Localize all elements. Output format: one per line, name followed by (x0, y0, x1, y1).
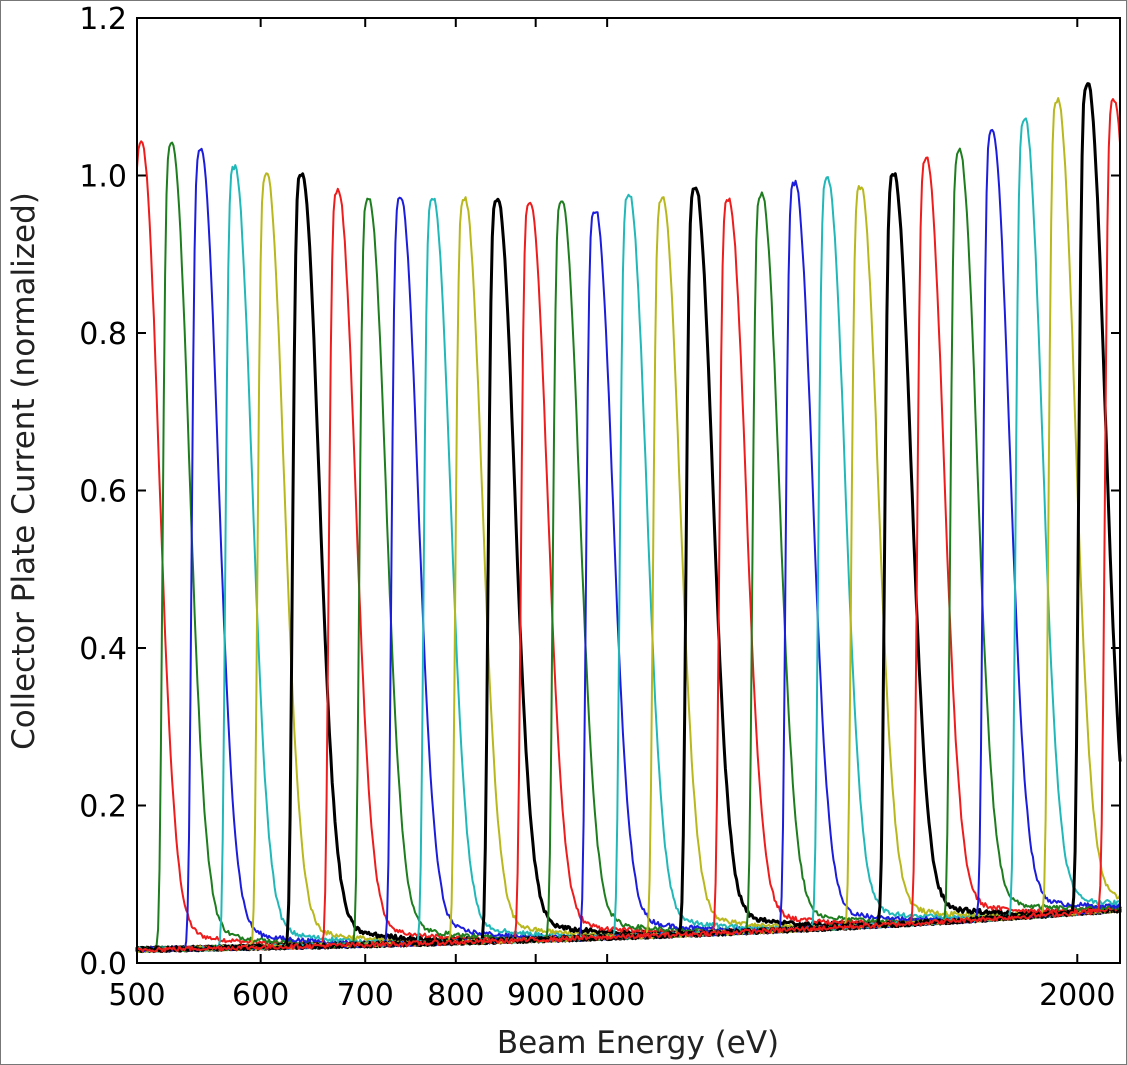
y-tick-label: 0.2 (79, 790, 127, 825)
x-axis-label: Beam Energy (eV) (497, 1025, 779, 1061)
series-line-23 (136, 185, 1121, 953)
series-line-4 (136, 164, 1121, 953)
series-line-31 (136, 98, 1121, 953)
x-tick-label: 1000 (569, 978, 645, 1013)
series-line-17 (136, 196, 1121, 953)
y-tick-label: 0.8 (79, 317, 127, 352)
series-line-26 (136, 147, 1121, 953)
tick-label-layer: 500 600 700 800 900 1000 2000 0.0 0.2 0.4 0.6 0.8 1.… (79, 2, 1115, 1013)
series-line-22 (136, 176, 1121, 953)
x-tick-label: 800 (427, 978, 484, 1013)
x-tick-label: 600 (232, 978, 289, 1013)
x-tick-label: 700 (337, 978, 394, 1013)
y-tick-label: 0.4 (79, 632, 127, 667)
tick-layer (136, 17, 1120, 964)
series-line-6 (135, 172, 1122, 953)
series-line-3 (136, 147, 1121, 953)
series-line-5 (136, 172, 1121, 953)
y-tick-label: 1.0 (79, 160, 127, 195)
x-tick-label: 900 (507, 978, 564, 1013)
series-line-9 (136, 196, 1121, 953)
series-line-16 (136, 193, 1121, 953)
y-axis-label: Collector Plate Current (normalized) (6, 192, 42, 750)
y-tick-label: 1.2 (79, 2, 127, 37)
series-line-21 (136, 179, 1121, 953)
x-tick-label: 500 (108, 978, 165, 1013)
y-tick-label: 0.0 (79, 947, 127, 982)
series-line-7 (136, 187, 1121, 953)
series-layer (135, 82, 1122, 954)
y-tick-label: 0.6 (79, 475, 127, 510)
series-line-20 (136, 191, 1121, 953)
x-tick-label: 2000 (1039, 978, 1115, 1013)
series-line-2 (136, 141, 1121, 953)
series-line-24 (135, 172, 1122, 953)
series-line-25 (136, 156, 1121, 953)
series-line-11 (136, 196, 1121, 953)
series-line-18 (135, 186, 1122, 953)
